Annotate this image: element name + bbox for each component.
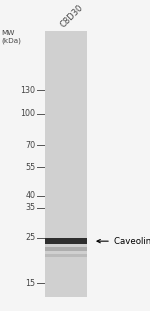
Text: 70: 70 — [25, 141, 35, 150]
Text: 100: 100 — [20, 109, 35, 118]
Text: Caveolin 2: Caveolin 2 — [114, 237, 150, 246]
Text: 55: 55 — [25, 163, 35, 172]
Text: 25: 25 — [25, 233, 35, 242]
Text: 15: 15 — [25, 279, 35, 288]
Bar — [45, 254, 87, 257]
Text: MW
(kDa): MW (kDa) — [2, 30, 21, 44]
Text: 130: 130 — [20, 86, 35, 95]
Text: C8D30: C8D30 — [58, 3, 85, 30]
Text: 40: 40 — [25, 191, 35, 200]
Bar — [45, 247, 87, 251]
Text: 35: 35 — [25, 203, 35, 212]
Bar — [45, 31, 87, 297]
Bar — [45, 238, 87, 244]
